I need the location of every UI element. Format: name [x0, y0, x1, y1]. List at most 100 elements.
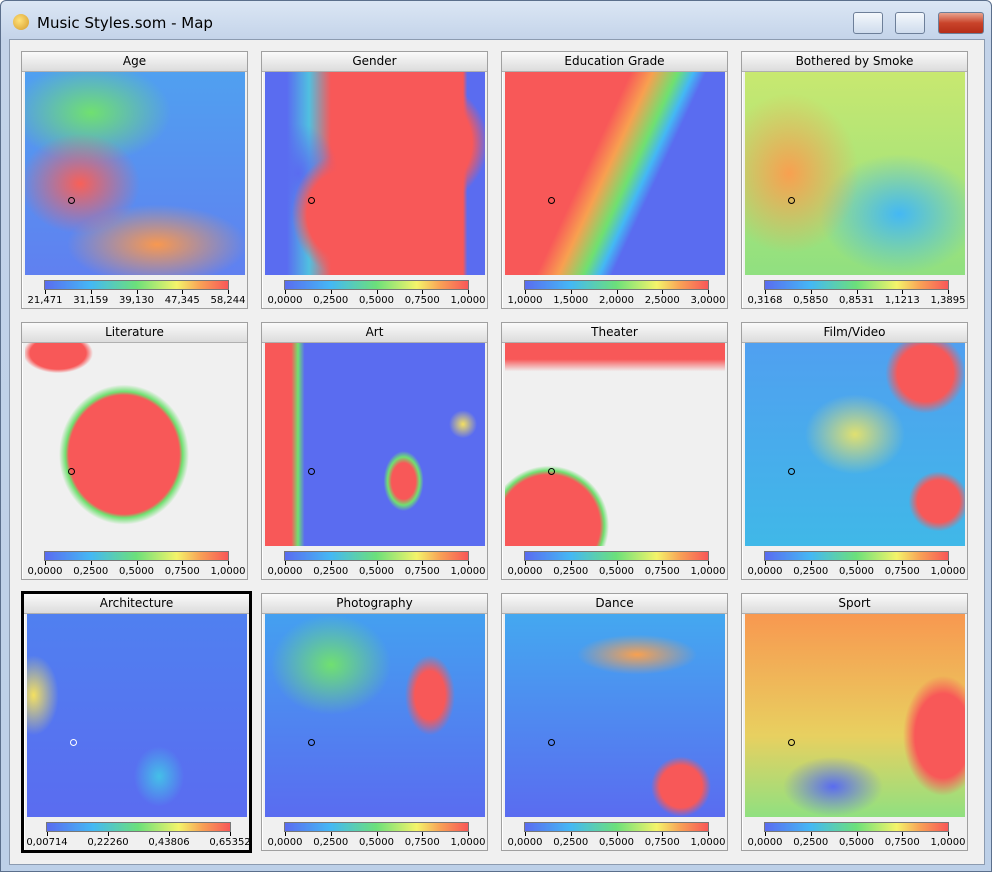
tick-mark [330, 290, 332, 294]
tick-mark [525, 561, 526, 565]
color-bar [524, 822, 709, 832]
tick-label: 1,0000 [450, 837, 486, 848]
tick-label: 0,0000 [507, 566, 543, 577]
tick-label: 0,5000 [359, 837, 394, 848]
tick-label: 39,130 [119, 295, 154, 306]
panel-title: Theater [502, 323, 727, 343]
tick-mark [330, 561, 332, 565]
tick-mark [856, 561, 858, 565]
tick-mark [330, 832, 332, 836]
tick-label: 3,0000 [690, 295, 726, 306]
tick-mark [662, 832, 664, 836]
tick-label: 0,0000 [267, 837, 303, 848]
tick-label: 2,0000 [599, 295, 634, 306]
som-map [745, 614, 965, 817]
tick-mark [376, 290, 378, 294]
map-panel: Dance 0,0000 0,2500 0,5000 0,7500 1,0000 [501, 593, 728, 851]
tick-mark [810, 290, 812, 294]
tick-mark [616, 832, 618, 836]
tick-label: 0,0000 [267, 566, 303, 577]
som-map [265, 343, 485, 546]
client-area: Age 21,471 31,159 39,130 47,345 58,244 Gender 0… [9, 39, 985, 865]
tick-mark [616, 561, 618, 565]
tick-label: 0,7500 [404, 566, 440, 577]
map-panel: Education Grade 1,0000 1,5000 2,0000 2,5000 3… [501, 51, 728, 309]
tick-mark [570, 290, 572, 294]
tick-label: 0,7500 [404, 295, 440, 306]
tick-label: 1,0000 [210, 566, 246, 577]
tick-label: 1,1213 [884, 295, 920, 306]
panel-title: Dance [502, 594, 727, 614]
map-panel: Literature 0,0000 0,2500 0,5000 0,7500 1,0000 [21, 322, 248, 580]
tick-mark [422, 290, 424, 294]
tick-mark [45, 290, 46, 294]
tick-label: 0,65352 [209, 837, 251, 848]
map-panel: Age 21,471 31,159 39,130 47,345 58,244 [21, 51, 248, 309]
tick-mark [948, 561, 949, 565]
som-map [25, 343, 245, 546]
tick-label: 0,2500 [313, 295, 349, 306]
tick-mark [948, 832, 949, 836]
tick-mark [902, 832, 904, 836]
tick-mark [765, 561, 766, 565]
panel-title: Age [22, 52, 247, 72]
tick-mark [902, 561, 904, 565]
tick-mark [902, 290, 904, 294]
panel-title: Film/Video [742, 323, 967, 343]
tick-mark [376, 832, 378, 836]
tick-label: 21,471 [27, 295, 63, 306]
tick-mark [948, 290, 949, 294]
tick-label: 0,22260 [87, 837, 129, 848]
tick-label: 0,0000 [747, 837, 783, 848]
map-panel: Architecture 0,00714 0,22260 0,43806 0,65352 [21, 591, 252, 853]
tick-label: 1,0000 [930, 837, 966, 848]
tick-mark [285, 832, 286, 836]
som-map [27, 614, 247, 817]
tick-mark [228, 290, 229, 294]
selected-unit-marker [308, 197, 315, 204]
close-button[interactable] [938, 12, 984, 34]
som-map [505, 72, 725, 275]
tick-mark [765, 832, 766, 836]
map-panel: Photography 0,0000 0,2500 0,5000 0,7500 1,000… [261, 593, 488, 851]
selected-unit-marker [548, 197, 555, 204]
tick-mark [47, 832, 48, 836]
color-bar [46, 822, 231, 832]
color-bar [284, 280, 469, 290]
maximize-button[interactable] [895, 12, 925, 34]
tick-label: 0,2500 [793, 837, 829, 848]
panel-title: Art [262, 323, 487, 343]
tick-mark [285, 561, 286, 565]
tick-label: 0,7500 [884, 837, 920, 848]
tick-label: 0,43806 [148, 837, 190, 848]
tick-label: 31,159 [73, 295, 109, 306]
map-panel: Theater 0,0000 0,2500 0,5000 0,7500 1,0000 [501, 322, 728, 580]
tick-label: 0,7500 [644, 837, 680, 848]
selected-unit-marker [548, 739, 555, 746]
tick-label: 58,244 [210, 295, 246, 306]
tick-mark [708, 832, 709, 836]
tick-mark [810, 832, 812, 836]
som-map [25, 72, 245, 275]
map-panel: Bothered by Smoke 0,3168 0,5850 0,8531 1,121… [741, 51, 968, 309]
selected-unit-marker [68, 197, 75, 204]
tick-mark [810, 561, 812, 565]
tick-label: 0,7500 [644, 566, 680, 577]
panel-title: Literature [22, 323, 247, 343]
tick-mark [468, 832, 469, 836]
tick-label: 1,0000 [507, 295, 543, 306]
minimize-button[interactable] [853, 12, 883, 34]
selected-unit-marker [308, 739, 315, 746]
tick-label: 0,2500 [313, 566, 349, 577]
map-panel: Art 0,0000 0,2500 0,5000 0,7500 1,0000 [261, 322, 488, 580]
tick-label: 0,0000 [747, 566, 783, 577]
color-bar [764, 280, 949, 290]
tick-label: 0,2500 [553, 837, 589, 848]
tick-mark [525, 832, 526, 836]
tick-label: 0,2500 [73, 566, 109, 577]
tick-label: 1,0000 [450, 566, 486, 577]
color-bar [284, 551, 469, 561]
tick-label: 0,00714 [26, 837, 68, 848]
som-map [745, 72, 965, 275]
